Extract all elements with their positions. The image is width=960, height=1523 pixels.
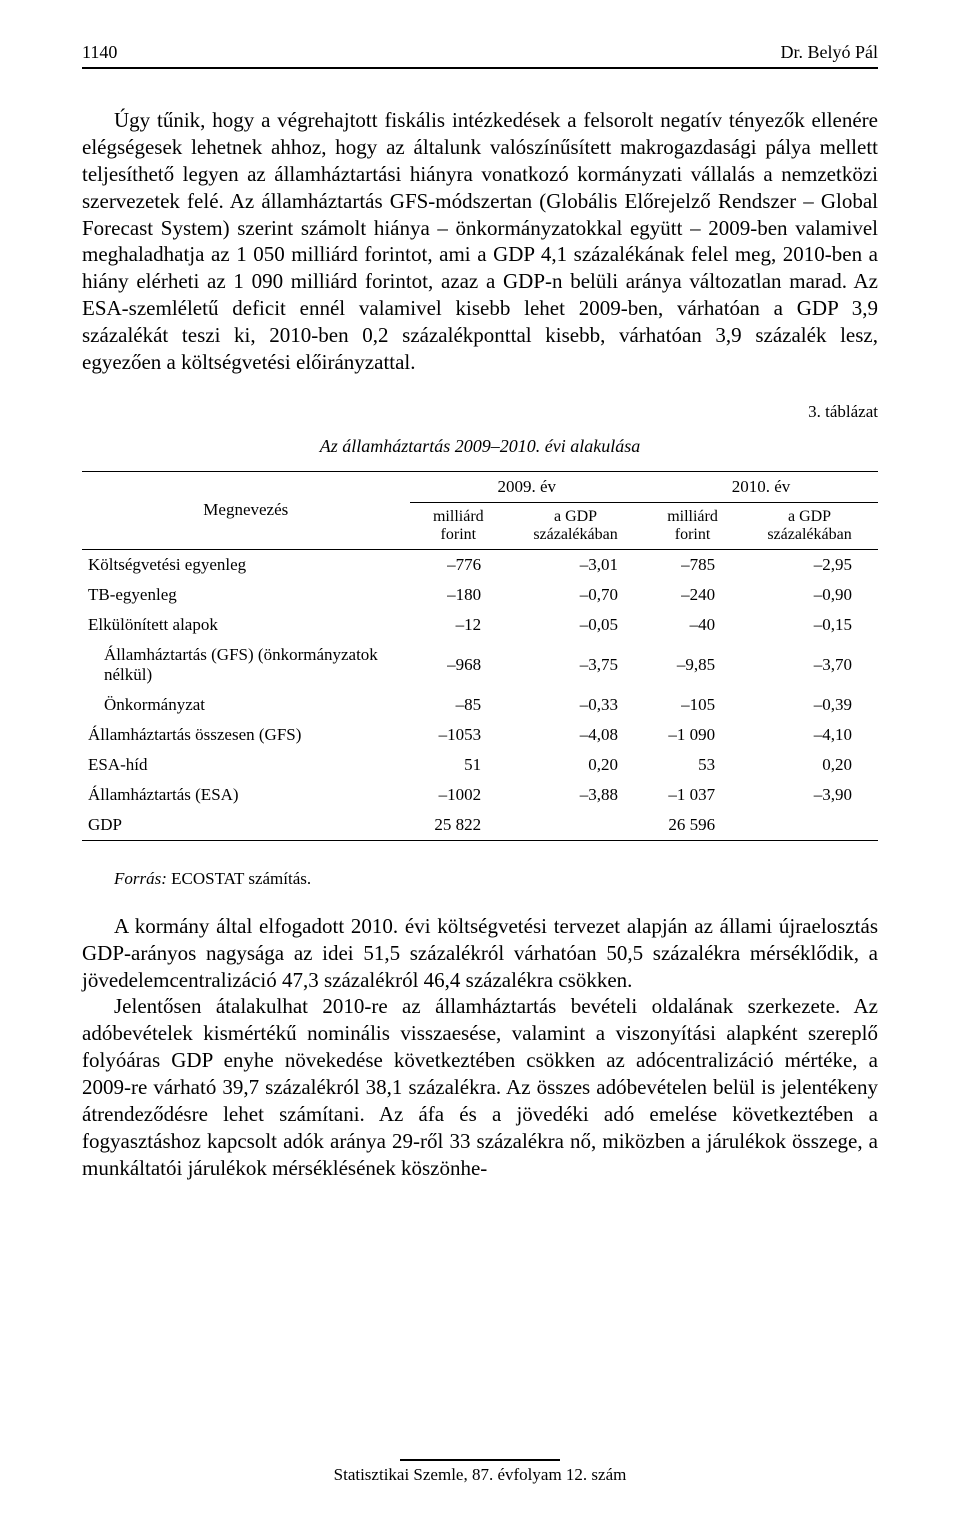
row-label: ESA-híd — [82, 750, 410, 780]
row-value: –3,70 — [741, 640, 878, 690]
row-value: –1053 — [410, 720, 508, 750]
row-value: 26 596 — [644, 810, 741, 841]
data-table: Megnevezés 2009. év 2010. év milliárd fo… — [82, 471, 878, 841]
row-value: –3,88 — [507, 780, 644, 810]
row-value: –9,85 — [644, 640, 741, 690]
col-year-2009: 2009. év — [410, 471, 644, 502]
col-sub-gdp-1: a GDP százalékában — [507, 502, 644, 549]
row-value: –4,10 — [741, 720, 878, 750]
row-value: –3,01 — [507, 549, 644, 580]
row-label: TB-egyenleg — [82, 580, 410, 610]
row-value: 51 — [410, 750, 508, 780]
row-value: –0,70 — [507, 580, 644, 610]
header-rule — [82, 67, 878, 69]
table-row: Költségvetési egyenleg–776–3,01–785–2,95 — [82, 549, 878, 580]
row-value: –0,90 — [741, 580, 878, 610]
table-row: Önkormányzat–85–0,33–105–0,39 — [82, 690, 878, 720]
row-value: –0,39 — [741, 690, 878, 720]
table-row: Államháztartás (ESA)–1002–3,88–1 037–3,9… — [82, 780, 878, 810]
row-value: –3,90 — [741, 780, 878, 810]
row-label: Államháztartás összesen (GFS) — [82, 720, 410, 750]
paragraph-2: A kormány által elfogadott 2010. évi köl… — [82, 913, 878, 994]
row-label: Önkormányzat — [82, 690, 410, 720]
paragraph-1: Úgy tűnik, hogy a végrehajtott fiskális … — [82, 107, 878, 376]
table-caption: 3. táblázat — [82, 402, 878, 422]
row-value: –1 090 — [644, 720, 741, 750]
row-value: 25 822 — [410, 810, 508, 841]
row-value: –0,15 — [741, 610, 878, 640]
author-name: Dr. Belyó Pál — [781, 42, 879, 63]
table-row: TB-egyenleg–180–0,70–240–0,90 — [82, 580, 878, 610]
row-label: Államháztartás (GFS) (önkormányzatok nél… — [82, 640, 410, 690]
table-row: GDP25 822 26 596 — [82, 810, 878, 841]
row-label: Államháztartás (ESA) — [82, 780, 410, 810]
table-row: Államháztartás összesen (GFS)–1053–4,08–… — [82, 720, 878, 750]
table-row: Elkülönített alapok–12–0,05–40–0,15 — [82, 610, 878, 640]
row-value — [741, 810, 878, 841]
page-footer: Statisztikai Szemle, 87. évfolyam 12. sz… — [0, 1459, 960, 1485]
page-number: 1140 — [82, 42, 117, 63]
footer-text: Statisztikai Szemle, 87. évfolyam 12. sz… — [334, 1465, 627, 1484]
row-label: Költségvetési egyenleg — [82, 549, 410, 580]
row-value: –3,75 — [507, 640, 644, 690]
row-value: 0,20 — [507, 750, 644, 780]
row-value: –1 037 — [644, 780, 741, 810]
col-megnevezes: Megnevezés — [82, 471, 410, 549]
row-value: –2,95 — [741, 549, 878, 580]
col-sub-mrd-1: milliárd forint — [410, 502, 508, 549]
row-value: 53 — [644, 750, 741, 780]
col-sub-gdp-2: a GDP százalékában — [741, 502, 878, 549]
row-label: GDP — [82, 810, 410, 841]
row-value — [507, 810, 644, 841]
table-row: Államháztartás (GFS) (önkormányzatok nél… — [82, 640, 878, 690]
row-value: –105 — [644, 690, 741, 720]
row-value: –240 — [644, 580, 741, 610]
row-value: –4,08 — [507, 720, 644, 750]
row-value: –12 — [410, 610, 508, 640]
table-head: Megnevezés 2009. év 2010. év milliárd fo… — [82, 471, 878, 549]
row-value: –0,33 — [507, 690, 644, 720]
col-year-2010: 2010. év — [644, 471, 878, 502]
col-sub-mrd-2: milliárd forint — [644, 502, 741, 549]
row-value: –0,05 — [507, 610, 644, 640]
row-value: 0,20 — [741, 750, 878, 780]
footer-rule — [400, 1459, 560, 1461]
row-value: –85 — [410, 690, 508, 720]
row-value: –785 — [644, 549, 741, 580]
table-source: Forrás: ECOSTAT számítás. — [82, 869, 878, 889]
running-header: 1140 Dr. Belyó Pál — [82, 42, 878, 63]
source-label: Forrás: — [114, 869, 167, 888]
row-value: –776 — [410, 549, 508, 580]
row-value: –40 — [644, 610, 741, 640]
table-body: Költségvetési egyenleg–776–3,01–785–2,95… — [82, 549, 878, 840]
row-value: –968 — [410, 640, 508, 690]
row-label: Elkülönített alapok — [82, 610, 410, 640]
paragraph-3: Jelentősen átalakulhat 2010-re az államh… — [82, 993, 878, 1181]
page: 1140 Dr. Belyó Pál Úgy tűnik, hogy a vég… — [0, 0, 960, 1523]
table-title: Az államháztartás 2009–2010. évi alakulá… — [82, 436, 878, 457]
row-value: –1002 — [410, 780, 508, 810]
row-value: –180 — [410, 580, 508, 610]
source-text: ECOSTAT számítás. — [167, 869, 311, 888]
table-row: ESA-híd510,20530,20 — [82, 750, 878, 780]
